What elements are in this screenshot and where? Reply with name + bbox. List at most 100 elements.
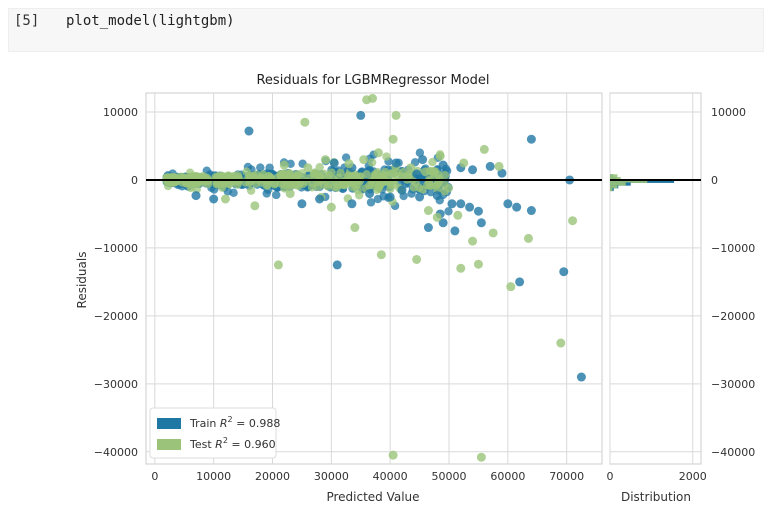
test-point (350, 223, 360, 233)
train-point (209, 194, 219, 204)
train-point (244, 126, 254, 136)
distribution-bar-test (610, 187, 613, 192)
legend-box (149, 407, 277, 459)
legend-swatch-test (157, 439, 181, 450)
x-tick-label: 60000 (490, 470, 525, 483)
test-point (246, 186, 256, 195)
test-point (434, 177, 444, 186)
test-point (187, 176, 197, 186)
x-tick-label: 20000 (255, 470, 290, 483)
legend-test-value: = 0.960 (228, 438, 276, 451)
x-tick-labels: 0 10000 20000 30000 40000 50000 60000 70000 (151, 470, 584, 483)
cell-code[interactable]: plot_model(lightgbm) (66, 13, 235, 29)
test-point (444, 183, 454, 193)
train-point (356, 110, 366, 120)
train-point (415, 192, 425, 202)
x-axis-label: Predicted Value (326, 490, 419, 504)
legend-train-prefix: Train (189, 417, 220, 430)
test-point (212, 179, 221, 189)
train-point (438, 218, 448, 228)
test-point (351, 182, 361, 191)
test-point (320, 155, 330, 165)
distribution-axis-label: Distribution (621, 490, 691, 504)
test-point (494, 161, 504, 171)
test-point (414, 183, 424, 192)
test-point (367, 158, 377, 167)
y-tick-label: −20000 (94, 310, 138, 323)
test-point (286, 181, 295, 190)
train-point (465, 202, 475, 212)
legend-label-test: Test R2 = 0.960 (189, 436, 276, 451)
main-plot-area: 0 10000 20000 30000 40000 50000 60000 70000 100… (94, 92, 603, 483)
legend-swatch-train (157, 418, 181, 429)
y-tick-label: −30000 (94, 378, 138, 391)
test-point (456, 263, 466, 273)
chart-title: Residuals for LGBMRegressor Model (256, 73, 489, 88)
test-point (233, 180, 242, 189)
train-point (515, 277, 525, 287)
legend-test-r: R (215, 438, 223, 451)
test-point (356, 172, 365, 181)
test-point (453, 210, 463, 220)
test-point (355, 191, 364, 200)
test-point (371, 170, 381, 179)
distribution-bars (610, 174, 675, 192)
train-point (512, 202, 522, 212)
train-point (397, 185, 407, 195)
legend-train-sup: 2 (228, 415, 233, 424)
distribution-bar-test (610, 179, 648, 183)
test-point (432, 212, 442, 222)
test-point (412, 254, 422, 264)
distribution-y-tick-label: −10000 (711, 242, 755, 255)
test-point (303, 163, 313, 173)
distribution-plot-area: 0 2000 10000 0 −10000 −20000 −30000 −40000 (607, 92, 755, 483)
test-point (273, 260, 283, 270)
test-point (382, 152, 391, 161)
test-point (326, 202, 336, 212)
test-point (388, 450, 398, 460)
train-point (456, 199, 466, 209)
test-point (359, 155, 369, 165)
test-point (459, 158, 469, 168)
train-point (447, 199, 457, 209)
y-tick-labels: 10000 0 −10000 −20000 −30000 −40000 (94, 106, 138, 459)
train-point (468, 165, 478, 175)
legend-test-prefix: Test (189, 438, 215, 451)
test-point (334, 181, 343, 190)
test-point (344, 159, 354, 169)
notebook-code-cell[interactable] (8, 8, 764, 52)
test-point (252, 170, 261, 179)
y-axis-label: Residuals (75, 252, 89, 309)
test-point (315, 172, 325, 181)
legend-train-value: = 0.988 (233, 417, 281, 430)
test-point (433, 185, 442, 194)
test-point (391, 110, 401, 120)
train-point (332, 260, 342, 270)
test-point (279, 160, 289, 170)
test-point (523, 233, 533, 243)
train-point (385, 192, 395, 202)
scatter-points (162, 93, 586, 462)
train-point (418, 155, 428, 165)
train-point (297, 199, 307, 209)
test-point (285, 189, 295, 199)
distribution-bar-test (610, 177, 621, 181)
test-point (373, 148, 383, 158)
x-tick-label: 10000 (196, 470, 231, 483)
train-point (473, 206, 483, 216)
test-point (388, 134, 398, 144)
test-point (368, 93, 378, 103)
test-point (479, 144, 489, 154)
train-point (412, 169, 422, 179)
distribution-x-tick-labels: 0 2000 (607, 470, 707, 483)
test-point (488, 228, 498, 238)
distribution-x-tick-label: 0 (607, 470, 614, 483)
train-point (485, 161, 495, 171)
distribution-bar-test (610, 182, 626, 186)
legend: Train R 2 = 0.988 Test R2 = 0.960 (149, 407, 281, 459)
test-point (264, 171, 273, 181)
train-point (329, 158, 339, 168)
train-point (365, 189, 375, 199)
train-point (432, 191, 442, 201)
